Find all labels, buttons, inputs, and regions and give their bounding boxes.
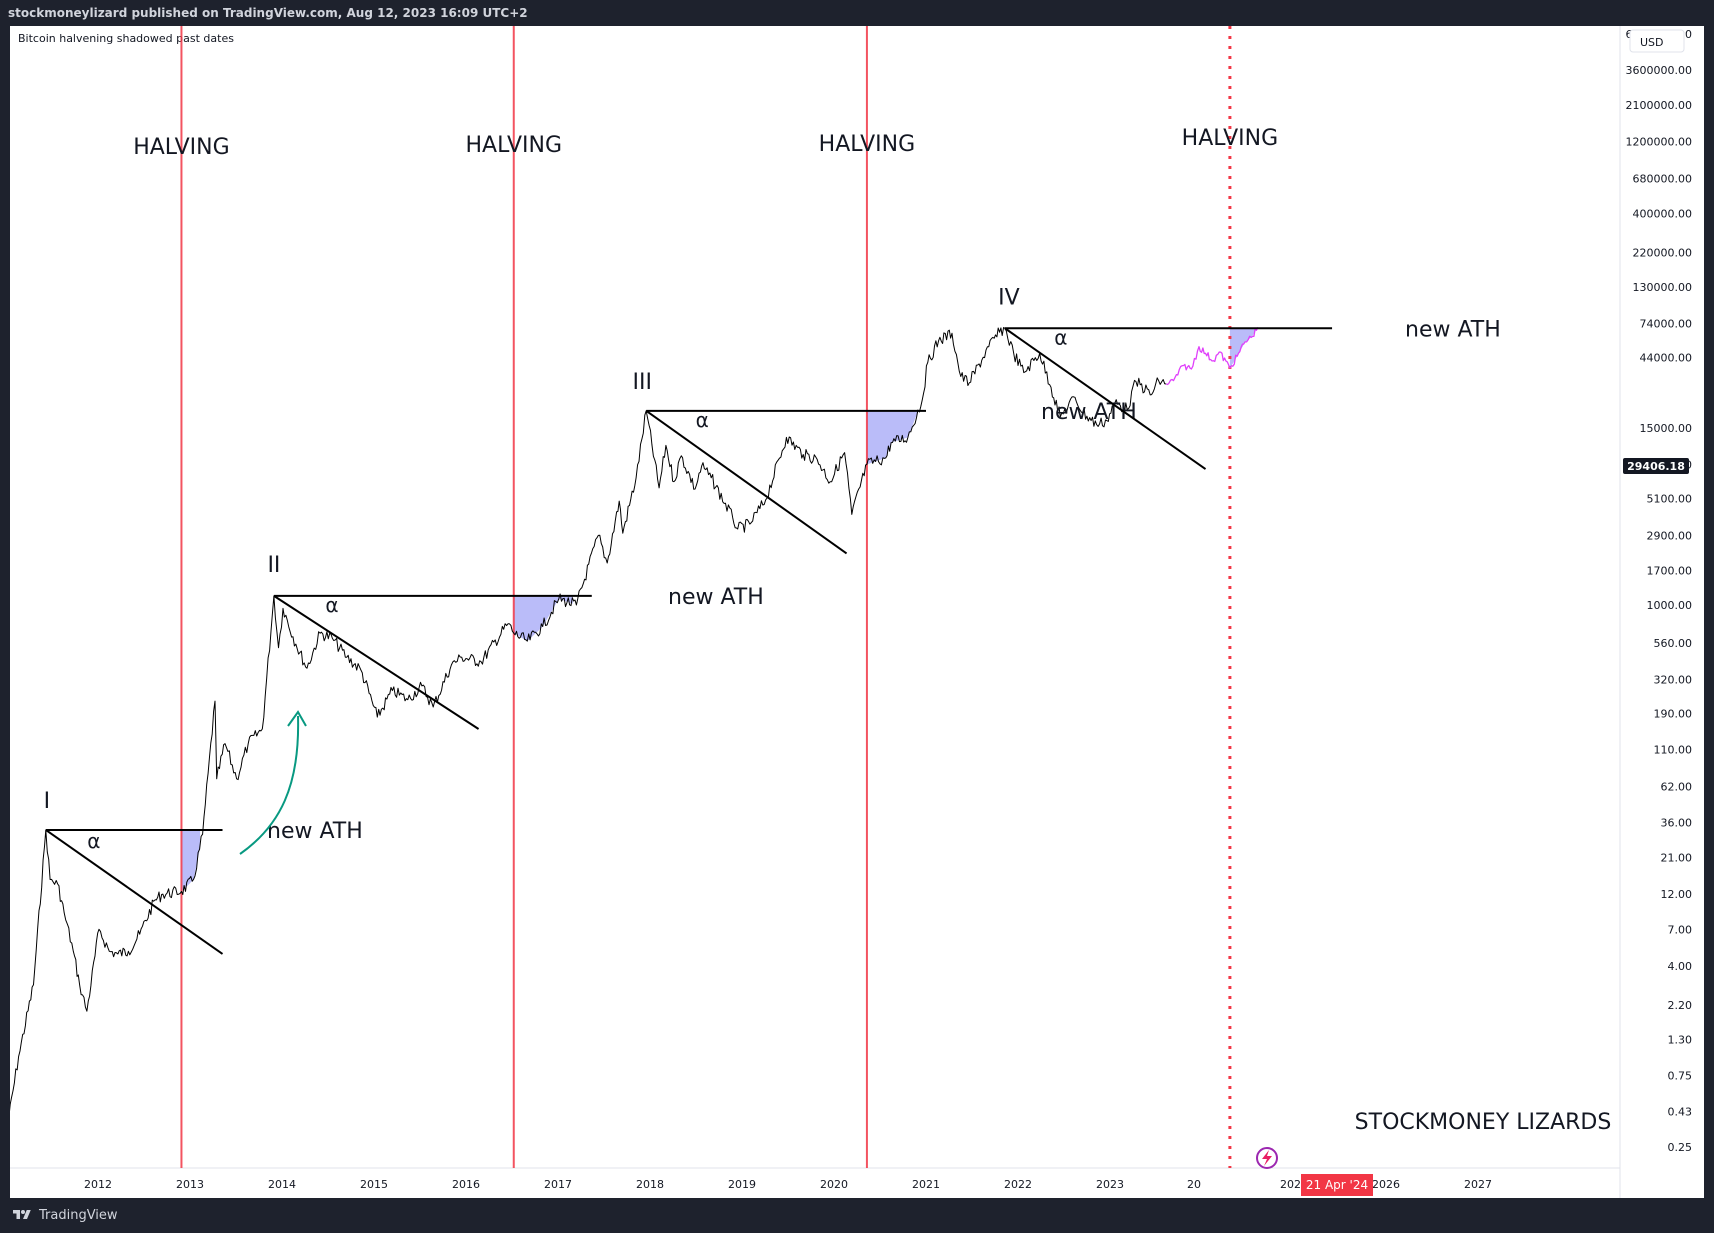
time-tick-2: 2014 (268, 1178, 296, 1191)
price-tick-26: 12.00 (1661, 888, 1693, 901)
price-tick-21: 190.00 (1654, 708, 1693, 721)
price-tick-12: 44000.00 (1640, 352, 1693, 365)
watermark: STOCKMONEY LIZARDS (1355, 1110, 1612, 1135)
time-tick-15: 2027 (1464, 1178, 1492, 1191)
alpha-label-2: α (325, 593, 338, 617)
halving-label-3: HALVING (819, 132, 915, 157)
price-tick-4: 3600000.00 (1626, 64, 1692, 77)
halving-lines: HALVING HALVING HALVING HALVING (133, 26, 1278, 1168)
downtrend-line-3[interactable] (645, 410, 848, 555)
projected-price-line (1165, 327, 1259, 386)
time-tick-12: 20 (1187, 1178, 1201, 1191)
price-tick-29: 2.20 (1668, 999, 1693, 1012)
time-axis-ticks: 2012 2013 2014 2015 2016 2017 2018 2019 2020 2021… (84, 1178, 1492, 1191)
price-tick-13: 15000.00 (1640, 422, 1693, 435)
new-ath-label-3: new ATH (1041, 400, 1137, 425)
btc-price-line (10, 327, 1167, 1112)
time-tick-3: 2015 (360, 1178, 388, 1191)
price-tick-8: 400000.00 (1633, 207, 1693, 220)
chart-title: Bitcoin halvening shadowed past dates (18, 32, 234, 45)
time-tick-8: 2020 (820, 1178, 848, 1191)
currency-label: USD (1640, 36, 1664, 49)
replay-icon[interactable] (1256, 1147, 1278, 1169)
rally-arrow[interactable] (239, 715, 300, 855)
price-tick-28: 4.00 (1668, 960, 1693, 973)
cycle-label-4: IV (998, 285, 1020, 310)
rally-arrow-head (287, 710, 307, 727)
time-tick-4: 2016 (452, 1178, 480, 1191)
price-tick-6: 1200000.00 (1626, 136, 1692, 149)
time-tick-9: 2021 (912, 1178, 940, 1191)
last-price-label: 29406.18 (1627, 460, 1685, 473)
crosshair-date-label: 21 Apr '24 (1306, 1178, 1368, 1192)
price-tick-5: 2100000.00 (1626, 99, 1692, 112)
cycle-label-3: III (632, 370, 651, 395)
downtrend-line-4[interactable] (1004, 327, 1207, 470)
price-tick-19: 560.00 (1654, 637, 1693, 650)
price-tick-10: 130000.00 (1633, 281, 1693, 294)
price-tick-32: 0.43 (1668, 1106, 1693, 1119)
time-tick-11: 2023 (1096, 1178, 1124, 1191)
time-tick-10: 2022 (1004, 1178, 1032, 1191)
ath-fill-2 (513, 595, 573, 641)
drawing-overlays: Iα new ATH II α new ATH III α new ATH IV α new ATH (44, 285, 1501, 955)
price-tick-31: 0.75 (1668, 1069, 1693, 1082)
halving-label-1: HALVING (133, 135, 229, 160)
price-tick-15: 5100.00 (1647, 493, 1693, 506)
footer-brand[interactable]: TradingView (39, 1207, 118, 1223)
footer-bar: TradingView (10, 1205, 118, 1225)
currency-button[interactable]: USD (1629, 29, 1685, 53)
time-tick-6: 2018 (636, 1178, 664, 1191)
price-tick-33: 0.25 (1668, 1141, 1693, 1154)
time-tick-1: 2013 (176, 1178, 204, 1191)
last-price-badge: 29406.18 (1623, 458, 1689, 474)
time-tick-0: 2012 (84, 1178, 112, 1191)
price-tick-30: 1.30 (1668, 1033, 1693, 1046)
price-tick-7: 680000.00 (1633, 173, 1693, 186)
downtrend-line-1[interactable] (45, 829, 224, 955)
price-tick-9: 220000.00 (1633, 246, 1693, 259)
ath-fill-1 (181, 829, 201, 892)
halving-label-4: HALVING (1182, 126, 1278, 151)
price-tick-20: 320.00 (1654, 673, 1693, 686)
time-tick-14: 2026 (1372, 1178, 1400, 1191)
ath-fill-4 (1229, 328, 1258, 369)
ath-recovery-fills (181, 328, 1258, 892)
price-tick-17: 1700.00 (1647, 564, 1693, 577)
publisher-caption: stockmoneylizard published on TradingVie… (8, 6, 528, 20)
alpha-label-1: α (87, 829, 100, 853)
price-axis-ticks: 32000000.0019000000.0011000000.006200000… (1626, 28, 1693, 1154)
downtrend-line-2[interactable] (273, 595, 480, 730)
halving-label-2: HALVING (466, 133, 562, 158)
new-ath-label-1: new ATH (267, 819, 363, 844)
chart-background (10, 26, 1704, 1198)
new-ath-label-2: new ATH (668, 585, 764, 610)
price-tick-22: 110.00 (1654, 743, 1693, 756)
cycle-label-2: II (267, 553, 280, 578)
crosshair-date-badge: 21 Apr '24 (1301, 1174, 1373, 1196)
ath-fill-3 (866, 410, 921, 465)
price-tick-23: 62.00 (1661, 781, 1693, 794)
price-tick-27: 7.00 (1668, 923, 1693, 936)
alpha-label-3: α (696, 408, 709, 432)
price-tick-16: 2900.00 (1647, 529, 1693, 542)
price-tick-11: 74000.00 (1640, 318, 1693, 331)
cycle-label-1: I (44, 789, 51, 814)
tradingview-logo-icon[interactable] (10, 1208, 34, 1222)
time-tick-7: 2019 (728, 1178, 756, 1191)
price-tick-18: 1000.00 (1647, 599, 1693, 612)
price-chart[interactable]: Bitcoin halvening shadowed past dates HA… (10, 26, 1704, 1198)
price-tick-24: 36.00 (1661, 816, 1693, 829)
price-axis-panel (1620, 26, 1704, 1198)
price-tick-25: 21.00 (1661, 852, 1693, 865)
time-tick-5: 2017 (544, 1178, 572, 1191)
alpha-label-4: α (1054, 325, 1067, 349)
new-ath-label-4: new ATH (1405, 317, 1501, 342)
price-series (10, 327, 1259, 1112)
